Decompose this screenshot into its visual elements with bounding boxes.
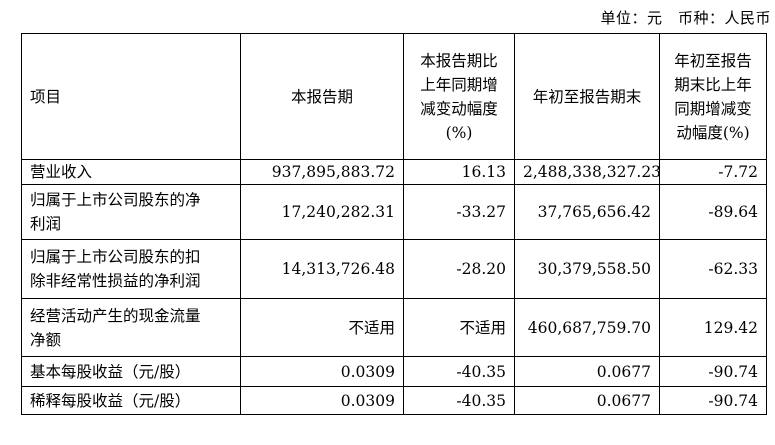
- header-current-period: 本报告期: [240, 33, 404, 160]
- item-line: 净额: [30, 330, 62, 349]
- item-line: 稀释每股收益（元/股）: [30, 391, 191, 410]
- table-header-row: 项目 本报告期 本报告期比 上年同期增 减变动幅度 (%) 年初至报告期末 年初…: [21, 33, 767, 160]
- item-line: 营业收入: [30, 163, 93, 181]
- row-ytd: 460,687,759.70: [514, 298, 660, 357]
- header-ytd-change: 年初至报告 期末比上年 同期增减变 动幅度(%): [659, 33, 767, 160]
- item-line: 除非经常性损益的净利润: [30, 272, 201, 290]
- row-current-change: -33.27: [403, 184, 515, 240]
- row-ytd-change: -90.74: [659, 386, 767, 415]
- header-line: 同期增减变: [674, 99, 752, 118]
- row-ytd: 0.0677: [514, 356, 660, 387]
- header-line: 动幅度(%): [676, 123, 750, 142]
- row-ytd-change: -89.64: [659, 184, 767, 240]
- header-line: (%): [445, 123, 473, 142]
- header-line: 项目: [30, 87, 62, 106]
- row-ytd: 30,379,558.50: [514, 239, 660, 299]
- table-row: 归属于上市公司股东的扣 除非经常性损益的净利润 14,313,726.48 -2…: [21, 239, 767, 299]
- row-item: 稀释每股收益（元/股）: [21, 386, 241, 415]
- row-ytd: 2,488,338,327.23: [514, 159, 661, 185]
- item-line: 归属于上市公司股东的净: [30, 191, 201, 209]
- row-item: 经营活动产生的现金流量 净额: [21, 298, 241, 357]
- row-current: 14,313,726.48: [240, 239, 404, 299]
- row-current-change: 不适用: [403, 298, 515, 357]
- table-row: 归属于上市公司股东的净 利润 17,240,282.31 -33.27 37,7…: [21, 184, 767, 240]
- header-ytd: 年初至报告期末: [514, 33, 660, 160]
- row-ytd: 0.0677: [514, 386, 660, 415]
- header-line: 期末比上年: [674, 75, 752, 94]
- item-line: 利润: [30, 215, 62, 233]
- table-row: 稀释每股收益（元/股） 0.0309 -40.35 0.0677 -90.74: [21, 386, 767, 415]
- row-item: 基本每股收益（元/股）: [21, 356, 241, 387]
- item-line: 经营活动产生的现金流量: [30, 306, 201, 325]
- row-current: 937,895,883.72: [240, 159, 404, 185]
- row-current: 不适用: [240, 298, 404, 357]
- row-current-change: -40.35: [403, 386, 515, 415]
- row-ytd-change: 129.42: [659, 298, 767, 357]
- row-current-change: -28.20: [403, 239, 515, 299]
- header-line: 减变动幅度: [420, 99, 498, 118]
- header-current-change: 本报告期比 上年同期增 减变动幅度 (%): [403, 33, 515, 160]
- unit-currency-label: 单位：元 币种：人民币: [600, 9, 771, 27]
- header-line: 本报告期比: [420, 51, 498, 70]
- row-ytd-change: -7.72: [659, 159, 767, 185]
- row-item: 归属于上市公司股东的扣 除非经常性损益的净利润: [21, 239, 241, 299]
- row-ytd-change: -90.74: [659, 356, 767, 387]
- item-line: 归属于上市公司股东的扣: [30, 248, 201, 266]
- table-row: 经营活动产生的现金流量 净额 不适用 不适用 460,687,759.70 12…: [21, 298, 767, 357]
- row-current: 17,240,282.31: [240, 184, 404, 240]
- row-current-change: 16.13: [403, 159, 515, 185]
- header-line: 年初至报告: [674, 51, 752, 70]
- header-line: 上年同期增: [420, 75, 498, 94]
- row-current: 0.0309: [240, 356, 404, 387]
- table-row: 基本每股收益（元/股） 0.0309 -40.35 0.0677 -90.74: [21, 356, 767, 387]
- row-current: 0.0309: [240, 386, 404, 415]
- table-row: 营业收入 937,895,883.72 16.13 2,488,338,327.…: [21, 159, 767, 185]
- item-line: 基本每股收益（元/股）: [30, 362, 191, 381]
- header-line: 年初至报告期末: [532, 87, 642, 106]
- financial-summary-table: 项目 本报告期 本报告期比 上年同期增 减变动幅度 (%) 年初至报告期末 年初…: [21, 33, 767, 415]
- row-ytd-change: -62.33: [659, 239, 767, 299]
- header-item: 项目: [21, 33, 241, 160]
- header-line: 本报告期: [290, 87, 353, 106]
- row-ytd: 37,765,656.42: [514, 184, 660, 240]
- row-item: 归属于上市公司股东的净 利润: [21, 184, 241, 240]
- row-item: 营业收入: [21, 159, 241, 185]
- row-current-change: -40.35: [403, 356, 515, 387]
